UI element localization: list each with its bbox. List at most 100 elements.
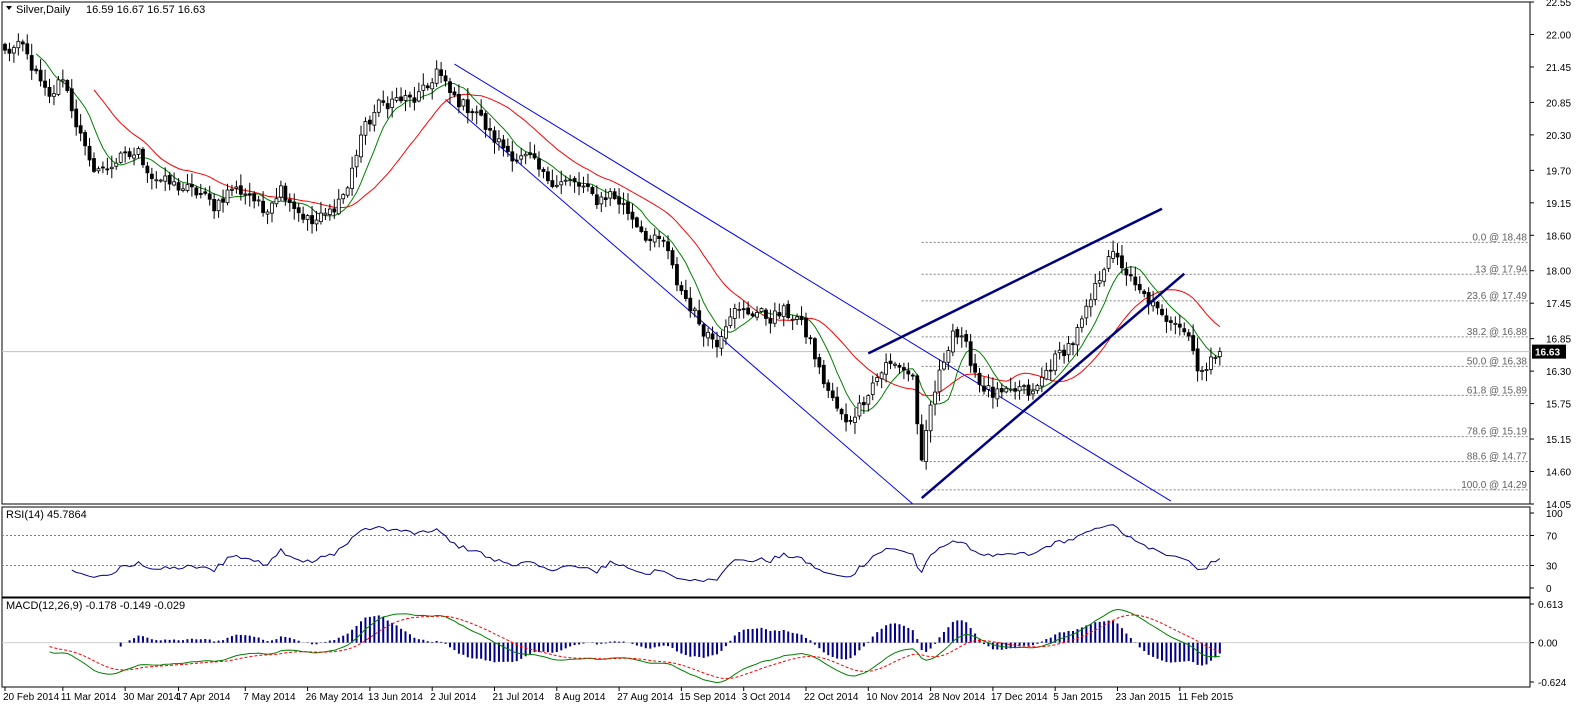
- candle-body: [403, 95, 408, 101]
- candle-body: [261, 200, 266, 213]
- y-axis-label: 20.85: [1546, 98, 1571, 109]
- candle-body: [1217, 351, 1222, 358]
- candle-body: [1200, 370, 1204, 372]
- candle-body: [1075, 327, 1080, 346]
- candle-body: [416, 91, 421, 102]
- candle-body: [16, 40, 21, 49]
- candle-body: [759, 308, 764, 313]
- candle-body: [212, 198, 217, 212]
- candle-body: [612, 191, 617, 200]
- candle-body: [519, 155, 524, 160]
- rising-wedge-upper: [867, 207, 1163, 355]
- candle-body: [715, 339, 719, 348]
- candle-body: [839, 408, 844, 415]
- candle-body: [1044, 369, 1049, 380]
- candle-body: [372, 112, 377, 126]
- candle-body: [661, 239, 666, 242]
- candle-body: [430, 82, 435, 90]
- candle-body: [804, 317, 808, 338]
- candle-body: [537, 158, 541, 170]
- candle-body: [764, 309, 768, 319]
- candle-body: [1164, 315, 1169, 322]
- candle-body: [1057, 349, 1062, 354]
- candle-body: [1071, 343, 1075, 346]
- candle-body: [425, 85, 430, 89]
- candle-body: [746, 307, 751, 315]
- macd-title: MACD(12,26,9) -0.178 -0.149 -0.029: [6, 600, 185, 612]
- candle-body: [991, 386, 995, 398]
- candle-body: [719, 336, 724, 349]
- candle-body: [465, 99, 470, 114]
- candle-body: [69, 88, 74, 112]
- candle-body: [902, 367, 906, 371]
- candle-body: [999, 388, 1004, 393]
- candle-body: [550, 180, 555, 187]
- candle-body: [652, 234, 657, 243]
- candle-body: [332, 208, 337, 213]
- candle-body: [390, 98, 395, 108]
- candle-body: [1111, 251, 1115, 259]
- x-axis-label: 13 Jun 2014: [368, 692, 423, 703]
- candle-body: [657, 235, 662, 239]
- candle-body: [336, 198, 341, 215]
- candle-body: [176, 182, 181, 191]
- descending-channel-lower: [445, 99, 914, 505]
- candle-body: [3, 43, 7, 51]
- fib-level-label: 0.0 @ 18.48: [1472, 232, 1527, 243]
- candle-body: [1195, 348, 1200, 372]
- candle-body: [234, 186, 239, 189]
- candle-body: [194, 187, 199, 196]
- candle-body: [181, 188, 185, 191]
- candle-body: [1173, 322, 1178, 325]
- candle-body: [443, 75, 448, 82]
- x-axis-label: 5 Jan 2015: [1053, 692, 1103, 703]
- candle-body: [875, 377, 880, 382]
- main-chart-title: Silver,Daily: [16, 4, 71, 16]
- rsi-axis-label: 70: [1546, 532, 1558, 543]
- candle-body: [639, 226, 644, 232]
- candle-body: [1080, 318, 1084, 328]
- candle-body: [795, 316, 799, 320]
- macd-signal-line: [49, 614, 1221, 680]
- candle-body: [434, 68, 439, 84]
- candle-body: [1128, 274, 1133, 277]
- candle-body: [1124, 268, 1129, 276]
- candle-body: [879, 372, 884, 380]
- candle-body: [692, 308, 697, 312]
- candle-body: [594, 194, 599, 206]
- candle-body: [225, 189, 230, 204]
- candle-body: [946, 350, 951, 363]
- candle-body: [363, 121, 368, 136]
- candle-body: [621, 202, 626, 205]
- candle-body: [1169, 320, 1173, 323]
- candle-body: [973, 363, 977, 373]
- candle-body: [252, 193, 257, 202]
- candle-body: [198, 193, 203, 195]
- y-axis-label: 16.85: [1546, 335, 1571, 346]
- candle-body: [586, 183, 590, 187]
- candle-body: [1177, 323, 1182, 328]
- fib-level-label: 38.2 @ 16.88: [1467, 327, 1528, 338]
- current-price-badge: [1532, 344, 1566, 359]
- candle-body: [835, 396, 840, 409]
- candle-body: [884, 362, 888, 375]
- symbol-dropdown-icon[interactable]: [6, 6, 12, 10]
- candle-body: [1004, 387, 1009, 393]
- y-axis-label: 22.00: [1546, 30, 1571, 41]
- candle-body: [626, 201, 630, 214]
- candle-body: [283, 185, 288, 201]
- current-price-label: 16.63: [1535, 348, 1560, 359]
- rising-wedge-lower: [920, 272, 1186, 500]
- candle-body: [376, 99, 381, 113]
- candle-body: [741, 308, 746, 311]
- candle-body: [287, 199, 292, 204]
- candle-body: [345, 187, 350, 196]
- candle-body: [461, 99, 466, 107]
- candle-body: [1062, 349, 1066, 357]
- candle-body: [43, 80, 47, 88]
- candle-body: [1191, 335, 1196, 351]
- rsi-axis-label: 100: [1546, 509, 1563, 520]
- candle-body: [675, 264, 679, 286]
